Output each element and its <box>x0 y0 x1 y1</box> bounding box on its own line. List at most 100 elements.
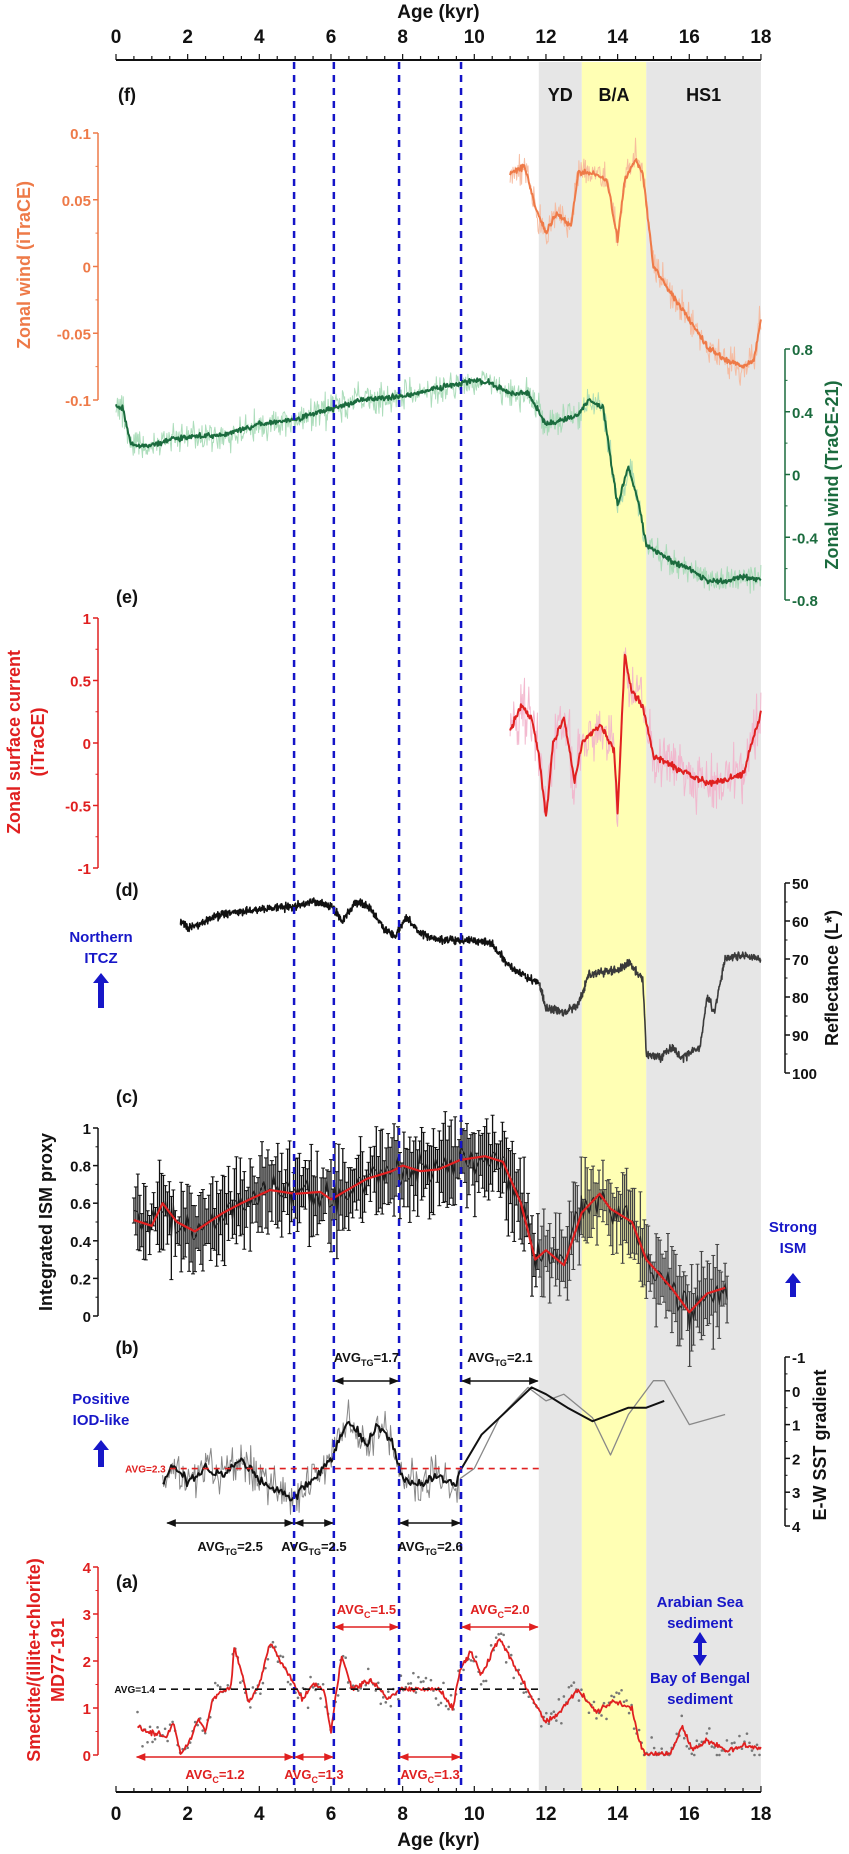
data-point <box>389 1704 393 1708</box>
avg-c-top-label: AVGC=2.0 <box>470 1602 529 1620</box>
x-tick-label: 12 <box>535 1804 556 1825</box>
data-point <box>502 1633 505 1637</box>
y-tick-label: 0.8 <box>70 1159 91 1176</box>
x-tick-label: 10 <box>464 1804 485 1825</box>
data-point <box>537 1697 541 1701</box>
y-tick-label: 0 <box>83 1309 91 1326</box>
avg-tg-bottom-label: AVGTG=2.6 <box>397 1539 462 1557</box>
y-tick-label: -0.5 <box>65 799 91 816</box>
zonal-wind-trace21-envelope <box>115 370 762 594</box>
data-point <box>610 1694 613 1698</box>
data-point <box>266 1657 270 1661</box>
x-axis-title: Age (kyr) <box>397 1830 479 1851</box>
data-point <box>397 1698 400 1701</box>
data-point <box>146 1741 149 1744</box>
data-point <box>755 1743 759 1747</box>
data-point <box>286 1680 290 1684</box>
data-point <box>384 1701 388 1704</box>
x-tick-label: 4 <box>254 27 265 48</box>
data-point <box>226 1683 230 1687</box>
y-tick-label: -0.4 <box>792 530 819 547</box>
data-point <box>718 1753 721 1757</box>
data-point <box>239 1681 242 1684</box>
y-tick-label: 100 <box>792 1066 817 1083</box>
y-tick-label: 0.6 <box>70 1196 91 1213</box>
positive-iod-text: Positive <box>72 1391 130 1408</box>
x-axis-title: Age (kyr) <box>397 2 479 23</box>
y-tick-label: 60 <box>792 914 809 931</box>
y-tick-label: 0 <box>792 1384 800 1401</box>
data-point <box>462 1668 465 1672</box>
y-tick-label: 1 <box>83 611 91 628</box>
panel-label-e: (e) <box>116 587 138 607</box>
y-axis-title: Zonal wind (iTraCE) <box>14 181 34 349</box>
data-point <box>552 1710 556 1714</box>
data-point <box>600 1714 603 1717</box>
data-point <box>271 1640 275 1644</box>
data-point <box>249 1706 252 1709</box>
data-point <box>692 1753 696 1757</box>
data-point <box>637 1728 641 1732</box>
x-tick-label: 6 <box>326 27 337 48</box>
bay-of-bengal-sediment-text: Bay of Bengal <box>650 1670 750 1687</box>
data-point <box>758 1753 761 1757</box>
y-tick-label: 0.4 <box>792 405 814 422</box>
interval-shading <box>538 62 761 1790</box>
x-tick-label: 12 <box>535 27 556 48</box>
y-axis-f-left: 0.1 0.05 0 -0.05 -0.1 Zonal wind (iTraCE) <box>14 126 99 410</box>
interval-label: B/A <box>599 85 630 105</box>
data-point <box>216 1684 220 1687</box>
data-point <box>186 1746 189 1750</box>
avg-c-top-label: AVGC=1.5 <box>337 1602 396 1620</box>
y-tick-label: 0.8 <box>792 342 813 359</box>
y-axis-title: Zonal wind (TraCE-21) <box>822 380 842 569</box>
data-point <box>484 1679 488 1683</box>
data-point <box>497 1632 500 1636</box>
data-point <box>444 1704 448 1708</box>
data-point <box>203 1731 207 1735</box>
up-arrow-icon <box>93 973 109 1008</box>
data-point <box>422 1680 425 1683</box>
y-axis-title-line2: (iTraCE) <box>28 707 48 776</box>
data-point <box>196 1723 199 1727</box>
data-point <box>509 1653 513 1657</box>
data-point <box>740 1747 744 1751</box>
data-point <box>309 1675 312 1679</box>
data-point <box>580 1688 583 1692</box>
x-tick-label: 14 <box>607 1804 629 1825</box>
data-point <box>682 1736 686 1740</box>
data-point <box>595 1717 598 1720</box>
double-arrow-icon <box>693 1632 707 1666</box>
y-tick-label: 0.5 <box>70 674 91 691</box>
data-point <box>469 1659 473 1662</box>
x-tick-label: 4 <box>254 1804 265 1825</box>
avg-tg-bottom-label: AVGTG=2.5 <box>281 1539 346 1557</box>
data-point <box>153 1737 157 1741</box>
data-point <box>695 1739 699 1743</box>
data-point <box>738 1734 741 1738</box>
data-point <box>387 1690 390 1693</box>
data-point <box>700 1740 704 1744</box>
data-point <box>449 1693 453 1697</box>
zonal-surface-current-envelope <box>509 647 762 827</box>
y-tick-label: 3 <box>792 1485 800 1502</box>
x-tick-label: 18 <box>750 1804 771 1825</box>
data-point <box>524 1690 528 1694</box>
data-point <box>499 1632 503 1635</box>
y-axis-e-left: 1 0.5 0 -0.5 -1 Zonal surface current (iTraCE) <box>4 611 99 878</box>
x-tick-label: 16 <box>679 1804 700 1825</box>
panel-label-f: (f) <box>118 85 136 105</box>
smectite-ratio-line <box>137 1638 762 1756</box>
y-tick-label: 2 <box>792 1451 800 1468</box>
y-tick-label: 90 <box>792 1028 809 1045</box>
y-tick-label: 0 <box>83 736 91 753</box>
y-axis-c-left: 1 0.8 0.6 0.4 0.2 0 Integrated ISM proxy <box>36 1121 99 1326</box>
strong-ism-text: Strong <box>769 1219 817 1236</box>
data-point <box>753 1753 756 1757</box>
sst-gradient-raw-line <box>162 1399 460 1515</box>
data-point <box>660 1747 663 1750</box>
y-tick-label: -1 <box>792 1350 805 1367</box>
data-point <box>437 1703 440 1707</box>
